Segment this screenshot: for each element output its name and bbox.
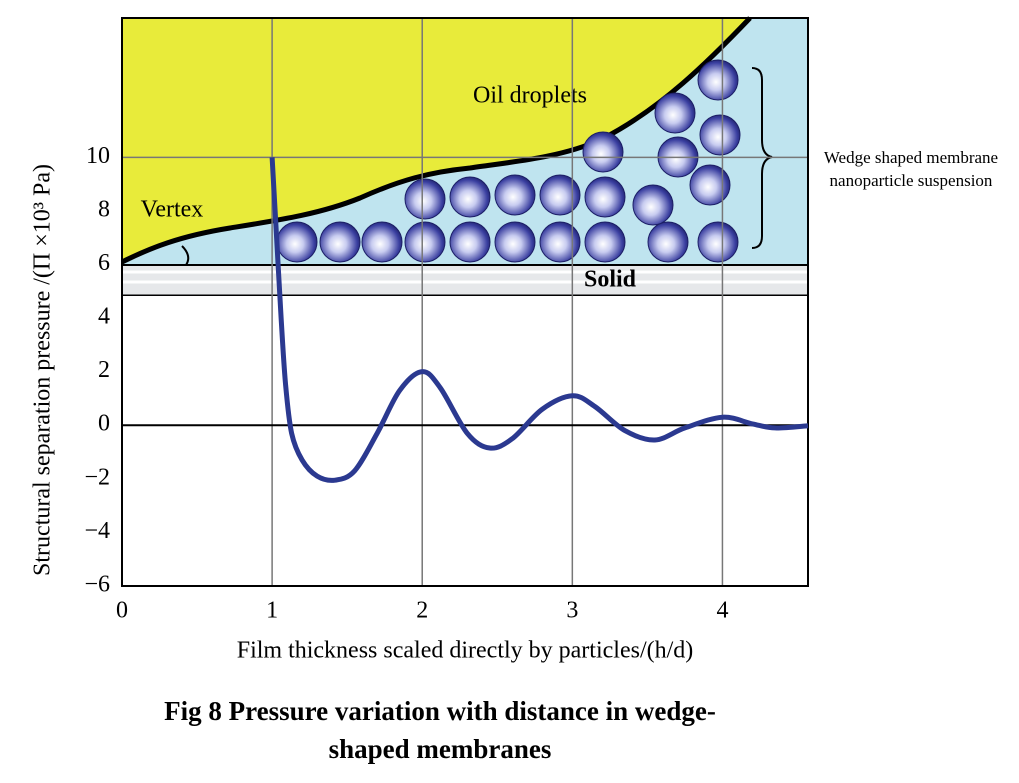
y-tick-label: 8 (98, 196, 110, 222)
vertex-angle (181, 245, 190, 266)
annotation: Oil droplets (473, 83, 587, 109)
y-tick-label: 2 (98, 357, 110, 383)
oil-region (122, 18, 750, 262)
x-tick-label: 4 (716, 598, 728, 624)
x-tick-label: 3 (566, 598, 578, 624)
annotation: Solid (584, 267, 637, 293)
y-axis-label: Structural separation pressure /(Π ×10³ … (30, 164, 56, 576)
x-tick-label: 1 (266, 598, 278, 624)
annotation: Wedge shaped membrane nanoparticle suspe… (823, 148, 999, 190)
y-tick-label: 4 (98, 304, 110, 330)
plot-area (122, 296, 808, 586)
plot-frame (121, 17, 809, 587)
y-tick-label: 6 (98, 250, 110, 276)
y-tick-label: 10 (86, 143, 110, 169)
oil-boundary (120, 16, 752, 265)
y-tick-label: −6 (84, 572, 110, 598)
y-tick-label: −4 (84, 518, 110, 544)
data-line (269, 157, 809, 483)
y-tick-label: −2 (84, 464, 110, 490)
caption: Fig 8 Pressure variation with distance i… (164, 696, 716, 764)
annotation: Vertex (141, 197, 204, 223)
x-axis-label: Film thickness scaled directly by partic… (237, 638, 694, 664)
x-tick-label: 2 (416, 598, 428, 624)
particles (276, 59, 741, 263)
x-tick-label: 0 (116, 598, 128, 624)
y-tick-label: 0 (98, 411, 110, 437)
